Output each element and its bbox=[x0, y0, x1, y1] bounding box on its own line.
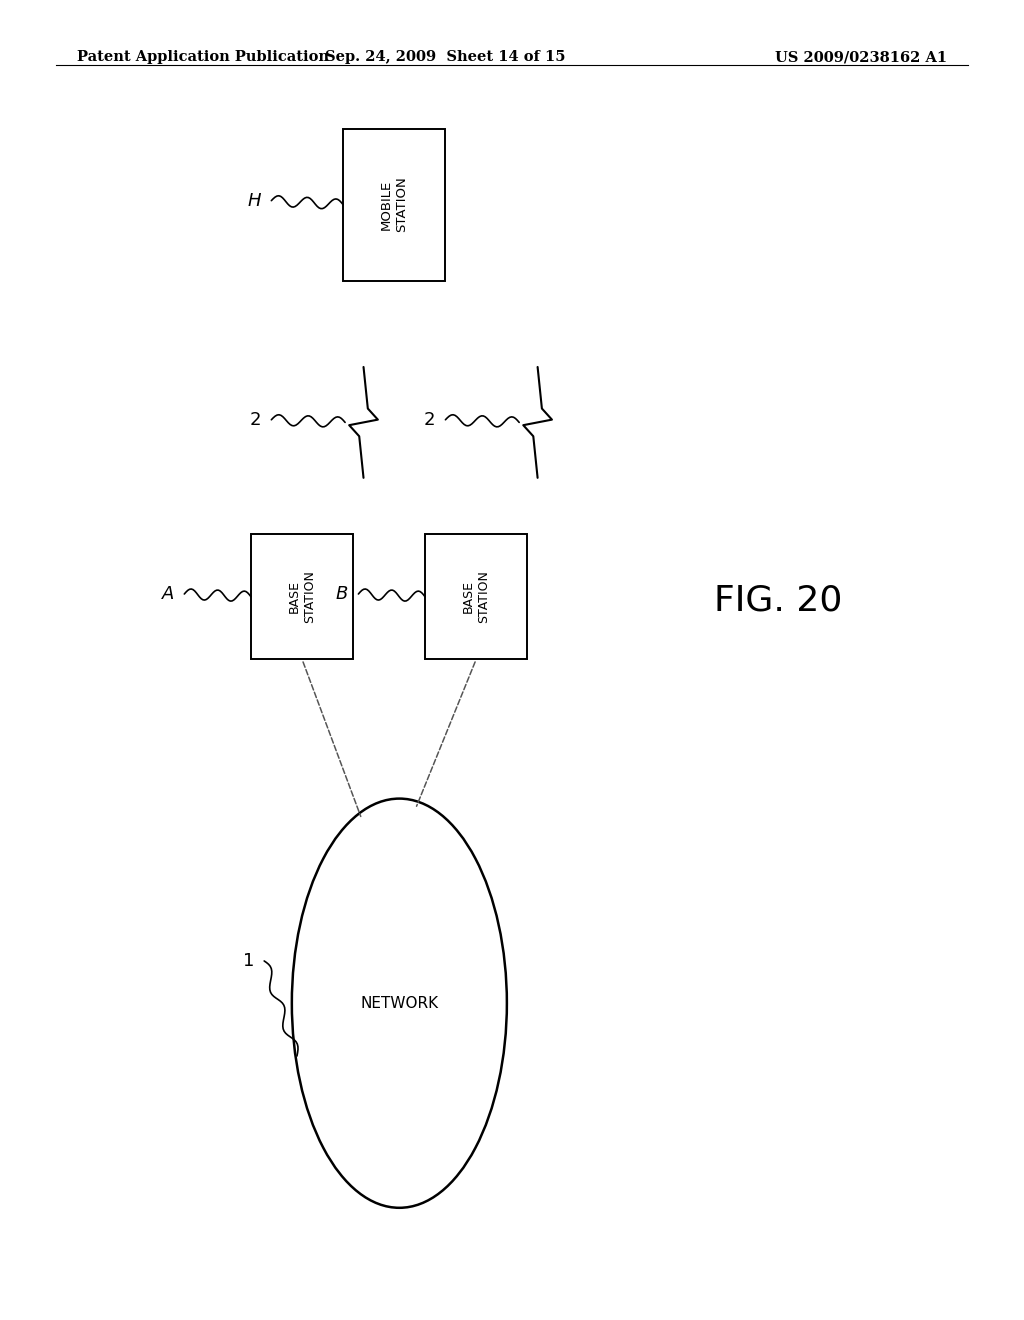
Text: A: A bbox=[162, 585, 174, 603]
Bar bbox=[343, 129, 445, 281]
Text: H: H bbox=[248, 191, 261, 210]
Text: BASE
STATION: BASE STATION bbox=[288, 570, 316, 623]
Bar bbox=[251, 533, 353, 659]
Text: Sep. 24, 2009  Sheet 14 of 15: Sep. 24, 2009 Sheet 14 of 15 bbox=[326, 50, 565, 65]
Text: Patent Application Publication: Patent Application Publication bbox=[77, 50, 329, 65]
Ellipse shape bbox=[292, 799, 507, 1208]
Text: 1: 1 bbox=[243, 952, 254, 970]
Text: BASE
STATION: BASE STATION bbox=[462, 570, 490, 623]
Text: NETWORK: NETWORK bbox=[360, 995, 438, 1011]
Text: US 2009/0238162 A1: US 2009/0238162 A1 bbox=[775, 50, 947, 65]
Text: B: B bbox=[336, 585, 348, 603]
Text: FIG. 20: FIG. 20 bbox=[714, 583, 843, 618]
Text: 2: 2 bbox=[250, 411, 261, 429]
Text: 2: 2 bbox=[424, 411, 435, 429]
Text: MOBILE
STATION: MOBILE STATION bbox=[380, 177, 409, 232]
Bar bbox=[425, 533, 527, 659]
